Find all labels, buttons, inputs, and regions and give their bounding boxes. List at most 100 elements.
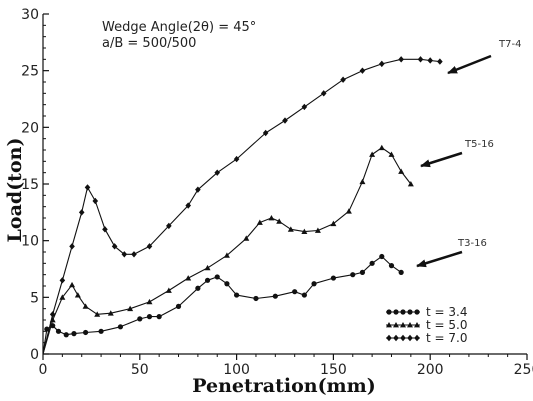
data-point bbox=[417, 56, 424, 63]
data-point bbox=[131, 251, 137, 258]
legend-marker bbox=[393, 334, 399, 342]
data-point bbox=[107, 310, 114, 316]
legend-label: t = 5.0 bbox=[426, 318, 467, 332]
legend-label: t = 7.0 bbox=[426, 331, 467, 345]
data-point bbox=[156, 314, 162, 320]
data-point bbox=[92, 197, 99, 205]
data-point bbox=[44, 326, 50, 332]
data-point bbox=[175, 303, 182, 309]
data-point bbox=[233, 155, 240, 163]
data-point bbox=[330, 275, 336, 281]
legend-item: t = 3.4 bbox=[386, 305, 467, 319]
data-point bbox=[223, 252, 230, 258]
data-point bbox=[59, 294, 66, 300]
data-point bbox=[84, 184, 91, 191]
data-point bbox=[282, 117, 288, 124]
legend-marker bbox=[400, 334, 406, 342]
data-point bbox=[407, 181, 414, 187]
data-point bbox=[146, 243, 153, 250]
legend-marker bbox=[407, 334, 413, 342]
arrow-t7-4 bbox=[447, 54, 492, 75]
data-point bbox=[63, 332, 69, 338]
data-point bbox=[437, 58, 443, 65]
data-point bbox=[78, 209, 85, 216]
series-group bbox=[42, 56, 443, 355]
data-point bbox=[276, 218, 283, 224]
data-point bbox=[256, 219, 263, 225]
series-t5-16 bbox=[42, 144, 414, 355]
data-point bbox=[369, 260, 375, 266]
data-point bbox=[82, 303, 89, 309]
series-t3-16 bbox=[42, 253, 404, 355]
x-tick-label: 150 bbox=[320, 362, 347, 378]
data-point bbox=[320, 90, 327, 97]
data-point bbox=[59, 277, 66, 284]
legend-marker bbox=[414, 334, 420, 342]
x-axis-title: Penetration(mm) bbox=[192, 375, 376, 397]
data-point bbox=[398, 56, 404, 63]
y-tick-label: 0 bbox=[30, 347, 39, 363]
legend-marker bbox=[386, 309, 392, 315]
y-tick-label: 30 bbox=[21, 7, 39, 23]
legend-marker bbox=[407, 309, 413, 315]
data-point bbox=[243, 235, 250, 241]
data-point bbox=[369, 151, 376, 157]
data-point bbox=[185, 275, 192, 281]
legend-item: t = 5.0 bbox=[386, 318, 467, 332]
data-point bbox=[82, 329, 89, 336]
data-point bbox=[272, 293, 278, 299]
data-point bbox=[204, 264, 211, 271]
data-point bbox=[359, 269, 366, 275]
data-point bbox=[69, 281, 76, 288]
data-point bbox=[301, 228, 308, 234]
data-point bbox=[127, 305, 134, 312]
data-point bbox=[74, 292, 81, 298]
legend-marker bbox=[400, 309, 406, 315]
x-tick-label: 100 bbox=[223, 362, 250, 378]
legend-marker bbox=[386, 334, 392, 342]
wedge-angle-annotation: Wedge Angle(2θ) = 45° bbox=[102, 20, 256, 35]
data-point bbox=[314, 227, 321, 233]
data-point bbox=[214, 274, 220, 280]
data-point bbox=[345, 208, 352, 214]
data-point bbox=[111, 243, 118, 250]
data-point bbox=[340, 76, 346, 83]
data-point bbox=[301, 103, 308, 111]
axes bbox=[42, 14, 527, 355]
data-point bbox=[359, 67, 366, 74]
data-point bbox=[195, 186, 201, 193]
data-point bbox=[185, 202, 191, 209]
data-point bbox=[165, 287, 172, 293]
data-point bbox=[102, 226, 108, 233]
data-point bbox=[262, 129, 269, 137]
ratio-annotation: a/B = 500/500 bbox=[102, 36, 196, 51]
data-point bbox=[398, 168, 405, 174]
legend-marker bbox=[414, 309, 420, 315]
data-point bbox=[359, 178, 366, 185]
data-point bbox=[117, 324, 124, 330]
data-point bbox=[379, 60, 385, 68]
data-point bbox=[253, 295, 259, 302]
x-tick-label: 0 bbox=[39, 362, 48, 378]
data-point bbox=[49, 311, 56, 318]
data-point bbox=[268, 215, 275, 221]
arrow-t5-16 bbox=[420, 151, 463, 168]
data-point bbox=[166, 222, 172, 230]
data-point bbox=[378, 144, 385, 151]
legend: t = 3.4t = 5.0t = 7.0 bbox=[386, 305, 467, 345]
data-point bbox=[398, 269, 404, 275]
y-ticks: 0 5 10 15 20 25 30 bbox=[21, 7, 49, 363]
data-point bbox=[146, 314, 153, 320]
series-line bbox=[42, 255, 402, 355]
data-point bbox=[98, 328, 104, 334]
y-tick-label: 5 bbox=[30, 290, 39, 306]
legend-marker bbox=[414, 322, 420, 328]
series-line bbox=[42, 147, 412, 355]
x-ticks: 0 50 100 150 200 250 bbox=[39, 354, 533, 378]
data-point bbox=[350, 272, 356, 278]
y-axis-title: Load(ton) bbox=[4, 138, 26, 243]
data-point bbox=[146, 298, 153, 305]
legend-marker bbox=[400, 322, 406, 328]
y-tick-label: 15 bbox=[21, 177, 39, 193]
